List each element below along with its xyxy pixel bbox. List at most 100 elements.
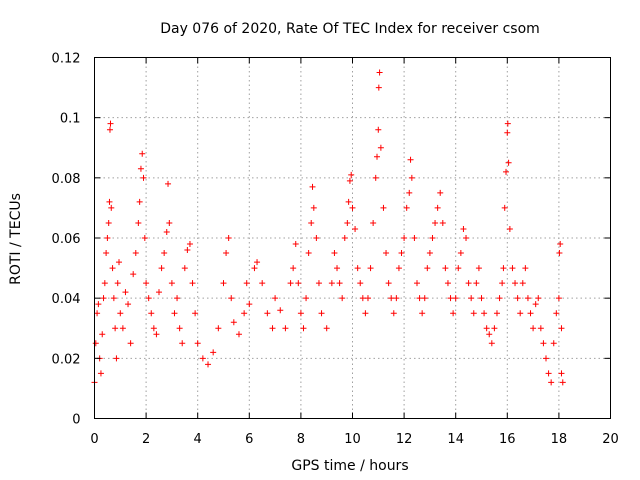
data-point [215, 325, 222, 332]
data-point [545, 370, 552, 377]
x-axis-label: GPS time / hours [291, 458, 408, 474]
y-tick-label: 0 [72, 413, 80, 428]
y-tick-label: 0.12 [52, 52, 81, 67]
data-point [558, 325, 565, 332]
data-point [543, 355, 549, 362]
data-point [424, 265, 431, 272]
data-point [97, 370, 104, 377]
data-point [535, 295, 542, 302]
data-point [452, 295, 459, 302]
data-point [171, 310, 178, 317]
data-point [532, 301, 539, 308]
data-point [310, 204, 317, 211]
data-point [251, 265, 258, 272]
data-point [150, 325, 157, 332]
data-point [514, 295, 521, 302]
data-point [339, 295, 346, 302]
y-axis-ticks: 0 0.02 0.04 0.06 0.08 0.1 0.12 [52, 52, 611, 428]
data-point [105, 219, 112, 226]
data-point [246, 301, 253, 308]
data-point [220, 280, 227, 287]
data-point [282, 325, 289, 332]
data-point [186, 241, 193, 248]
data-point [460, 225, 467, 232]
data-point [362, 310, 369, 317]
data-point [407, 156, 414, 163]
data-point [437, 189, 444, 196]
data-point [130, 271, 137, 278]
data-point [557, 241, 564, 248]
data-point [416, 295, 423, 302]
data-point [483, 325, 490, 332]
data-point [106, 126, 113, 133]
data-point [205, 361, 212, 368]
data-point [243, 280, 250, 287]
data-point [122, 289, 129, 296]
data-point [305, 250, 312, 257]
data-point [505, 159, 512, 166]
data-point [478, 295, 485, 302]
data-point [135, 219, 142, 226]
data-point [357, 280, 364, 287]
data-point [295, 280, 302, 287]
data-point [119, 325, 126, 332]
data-point [315, 280, 322, 287]
data-point [331, 250, 338, 257]
data-point [194, 340, 201, 347]
data-point [110, 295, 117, 302]
data-point [141, 235, 148, 241]
data-point [447, 295, 454, 302]
data-point [491, 325, 498, 332]
data-point [493, 310, 500, 317]
data-point [153, 331, 160, 338]
data-point [210, 349, 217, 356]
data-point [380, 204, 387, 211]
data-point [354, 265, 361, 272]
data-point [104, 235, 111, 241]
data-point [376, 69, 383, 76]
data-point [349, 204, 356, 211]
data-point [92, 340, 99, 347]
data-point [501, 204, 508, 211]
data-point [161, 250, 168, 257]
data-point [463, 235, 470, 241]
data-point [411, 235, 418, 241]
data-point [145, 295, 152, 302]
data-point [109, 265, 116, 272]
data-point [143, 280, 150, 287]
data-point [527, 310, 534, 317]
data-point [457, 250, 464, 257]
data-point [470, 310, 477, 317]
data-point [426, 250, 433, 257]
data-point [370, 219, 377, 226]
data-point [323, 325, 330, 332]
data-point [99, 331, 106, 338]
data-point [414, 280, 420, 287]
data-point [496, 295, 503, 302]
data-point [550, 340, 557, 347]
data-point [165, 180, 172, 187]
data-point [140, 174, 147, 181]
data-point [504, 120, 511, 127]
data-point [488, 340, 495, 347]
data-point [556, 250, 563, 257]
data-point [372, 174, 379, 181]
data-point [225, 235, 232, 241]
x-tick-label: 2 [142, 432, 150, 447]
data-point [318, 310, 325, 317]
x-tick-label: 6 [245, 432, 253, 447]
data-point [401, 235, 408, 241]
data-point [553, 310, 560, 317]
data-point [352, 225, 359, 232]
data-point [334, 265, 341, 272]
data-point [117, 310, 124, 317]
x-tick-label: 14 [447, 432, 464, 447]
data-point [506, 225, 513, 232]
data-point [364, 295, 371, 302]
data-point [421, 295, 428, 302]
data-point [101, 280, 108, 287]
data-point [184, 247, 191, 254]
data-point [395, 265, 402, 272]
data-point [450, 310, 457, 317]
data-point [374, 153, 381, 160]
